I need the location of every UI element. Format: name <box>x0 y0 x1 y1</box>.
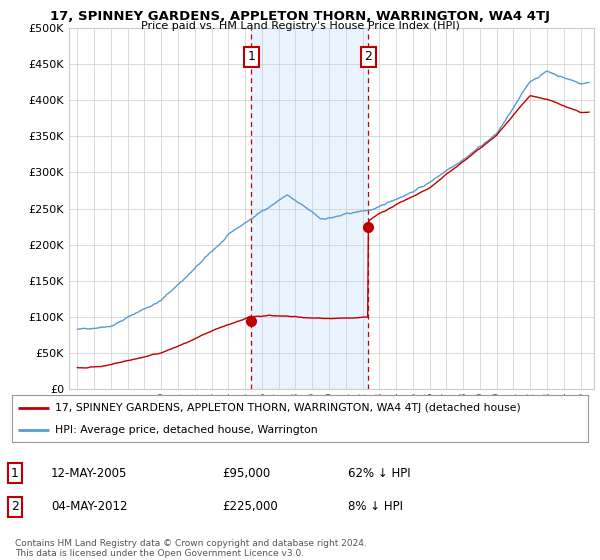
Text: 2: 2 <box>364 50 372 63</box>
Text: 2: 2 <box>11 500 19 514</box>
Text: HPI: Average price, detached house, Warrington: HPI: Average price, detached house, Warr… <box>55 424 318 435</box>
Text: Price paid vs. HM Land Registry's House Price Index (HPI): Price paid vs. HM Land Registry's House … <box>140 21 460 31</box>
Bar <box>251 28 368 389</box>
Text: 17, SPINNEY GARDENS, APPLETON THORN, WARRINGTON, WA4 4TJ (detached house): 17, SPINNEY GARDENS, APPLETON THORN, WAR… <box>55 403 521 413</box>
Text: 1: 1 <box>11 466 19 480</box>
Text: 12-MAY-2005: 12-MAY-2005 <box>51 466 127 480</box>
Text: 17, SPINNEY GARDENS, APPLETON THORN, WARRINGTON, WA4 4TJ: 17, SPINNEY GARDENS, APPLETON THORN, WAR… <box>50 10 550 23</box>
Text: £225,000: £225,000 <box>222 500 278 514</box>
Text: £95,000: £95,000 <box>222 466 270 480</box>
Text: 8% ↓ HPI: 8% ↓ HPI <box>348 500 403 514</box>
Text: 04-MAY-2012: 04-MAY-2012 <box>51 500 128 514</box>
Text: 62% ↓ HPI: 62% ↓ HPI <box>348 466 410 480</box>
Text: 1: 1 <box>247 50 255 63</box>
Text: Contains HM Land Registry data © Crown copyright and database right 2024.
This d: Contains HM Land Registry data © Crown c… <box>15 539 367 558</box>
